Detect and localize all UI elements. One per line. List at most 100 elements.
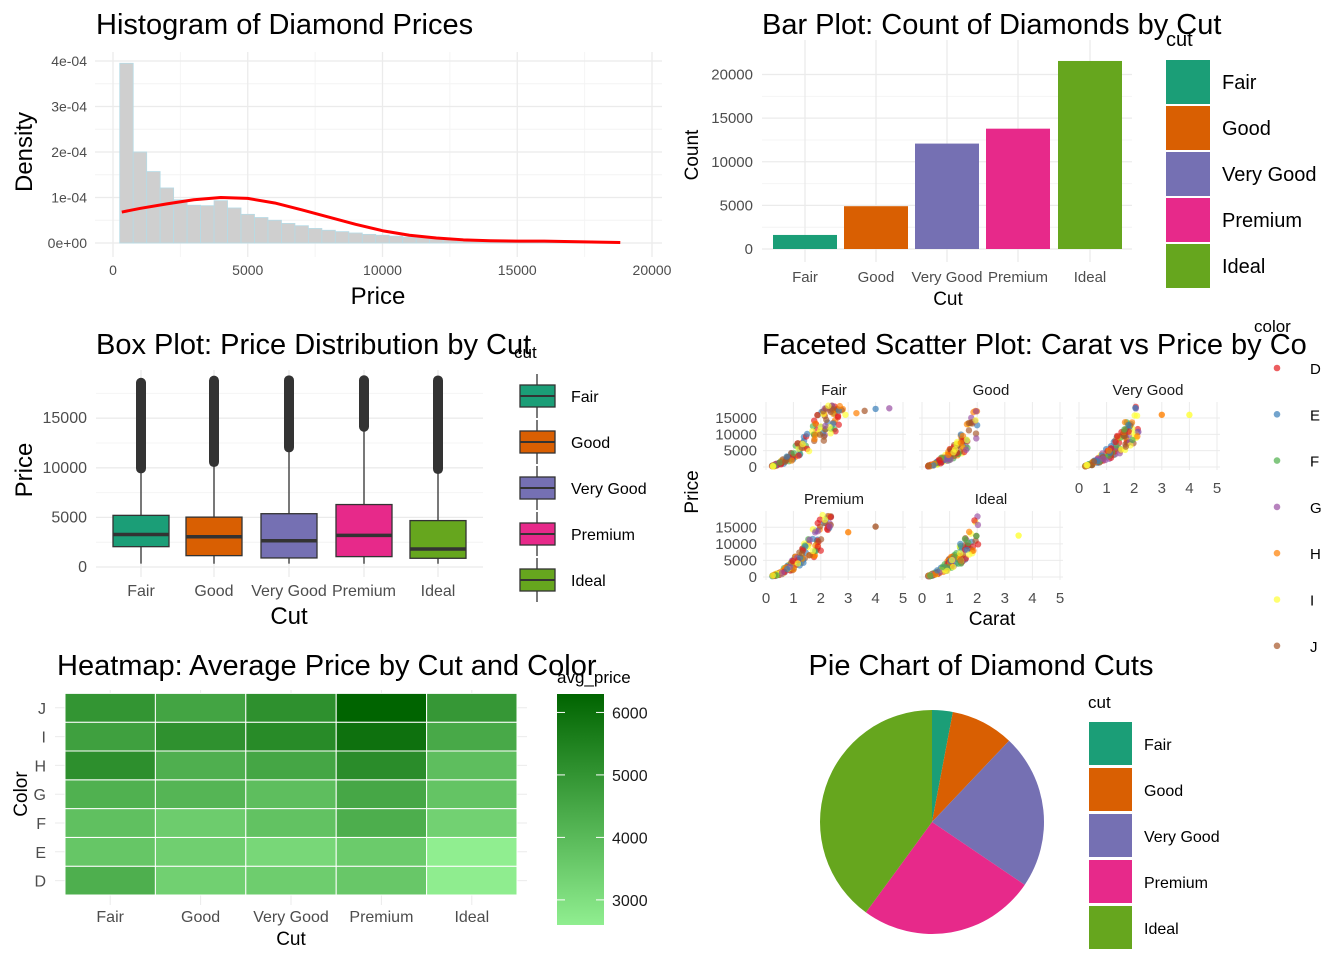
x-tick-label: Very Good: [253, 909, 329, 926]
legend-label: Ideal: [1144, 921, 1179, 938]
pie-slice-fair: [932, 710, 953, 822]
histogram-bar: [254, 217, 269, 244]
scatter-point: [962, 446, 970, 453]
x-tick-label: Good: [181, 909, 220, 926]
heatmap-cell: [64, 750, 156, 781]
histogram-bar: [227, 207, 242, 244]
heatmap-cell: [154, 836, 247, 867]
scatter-point: [812, 420, 819, 427]
x-tick-label: 3: [1001, 590, 1009, 607]
bar-chart-panel: Fair Good Very Good Premium Ideal 0 5000 10000 1…: [682, 9, 1317, 310]
y-tick-label: J: [38, 701, 46, 718]
legend-label: I: [1310, 593, 1314, 610]
legend-key: [1273, 642, 1281, 650]
y-tick-label: 10000: [715, 536, 757, 553]
legend-label: Good: [1144, 783, 1183, 800]
y-tick-label: 15000: [43, 410, 88, 427]
y-tick-label: F: [36, 816, 46, 833]
legend-key: [1273, 596, 1281, 603]
scatter-point: [973, 435, 980, 442]
x-tick-label: 0: [918, 590, 926, 607]
x-tick-label: 3: [1158, 480, 1166, 497]
scatter-point: [823, 416, 830, 424]
scatter-point: [769, 572, 776, 579]
y-tick-label: 10000: [43, 460, 88, 477]
x-tick-label: Premium: [349, 909, 413, 926]
scatter-point: [811, 529, 819, 536]
heatmap-cell: [335, 865, 428, 896]
y-tick-label: 1e-04: [51, 190, 87, 206]
y-tick-label: 15000: [711, 110, 753, 127]
x-tick-label: 5000: [232, 262, 263, 278]
legend-key: [1089, 722, 1132, 765]
x-axis-label: Cut: [933, 289, 963, 310]
facet-strip-label: Fair: [821, 382, 847, 399]
chart-title: Heatmap: Average Price by Cut and Color: [57, 650, 597, 682]
chart-title: Box Plot: Price Distribution by Cut: [96, 329, 531, 361]
scatter-point: [963, 436, 971, 444]
scatter-point: [836, 402, 844, 410]
y-tick-label: 10000: [711, 154, 753, 171]
histogram-bar: [281, 223, 296, 244]
scatter-point: [1015, 532, 1022, 539]
colorbar-label: 6000: [612, 705, 648, 722]
y-axis-label: Color: [11, 771, 32, 817]
y-tick-label: H: [34, 758, 46, 775]
box: [335, 503, 393, 558]
legend-key: [1273, 503, 1281, 511]
heatmap-cell: [426, 692, 518, 723]
x-tick-label: Fair: [792, 269, 818, 286]
scatter-point: [778, 569, 786, 576]
x-tick-label: 4: [1028, 590, 1036, 607]
legend-label: Ideal: [1222, 256, 1265, 278]
x-axis-label: Cut: [270, 603, 308, 630]
scatter-point: [832, 428, 839, 435]
legend-key: [1089, 906, 1132, 949]
scatter-point: [1112, 438, 1119, 446]
y-tick-label: 15000: [715, 410, 757, 427]
heatmap-cell: [335, 808, 428, 838]
histogram-bar: [307, 228, 323, 244]
legend-title: cut: [1088, 693, 1111, 712]
scatter-point: [827, 430, 834, 437]
legend-title: avg_price: [557, 668, 631, 687]
x-tick-label: 20000: [633, 262, 672, 278]
legend-label: E: [1310, 407, 1320, 424]
scatter-point: [935, 456, 943, 463]
scatter-point: [1084, 461, 1091, 469]
scatter-point: [825, 402, 832, 409]
scatter-point: [965, 528, 973, 536]
scatter-point: [805, 447, 813, 455]
scatter-point: [948, 556, 956, 564]
scatter-point: [803, 430, 811, 438]
heatmap-cell: [335, 836, 428, 867]
heatmap-cell: [154, 865, 247, 896]
x-tick-label: 5: [899, 590, 907, 607]
x-tick-label: 1: [1102, 480, 1110, 497]
scatter-point: [1129, 436, 1136, 444]
heatmap-cell: [64, 721, 156, 752]
legend-label: Fair: [571, 389, 599, 406]
legend-key: [1273, 364, 1281, 372]
x-tick-label: 2: [973, 590, 981, 607]
scatter-point: [826, 523, 833, 530]
legend-key: [1166, 106, 1210, 150]
histogram-bar: [267, 219, 282, 244]
x-axis-label: Carat: [969, 609, 1016, 630]
bar-ideal: [1058, 60, 1122, 249]
y-tick-label: 5000: [720, 197, 753, 214]
heatmap-cell: [64, 808, 156, 838]
scatter-point: [806, 536, 813, 543]
heatmap-cell: [426, 721, 518, 752]
x-tick-label: Ideal: [454, 909, 489, 926]
legend-key: [1273, 457, 1281, 464]
heatmap-cell: [426, 808, 518, 838]
scatter-point: [961, 535, 969, 543]
scatter-point: [816, 431, 824, 438]
histogram-bar: [200, 205, 215, 244]
scatter-point: [965, 427, 973, 434]
y-tick-label: 2e-04: [51, 144, 87, 160]
scatter-point: [934, 567, 941, 574]
